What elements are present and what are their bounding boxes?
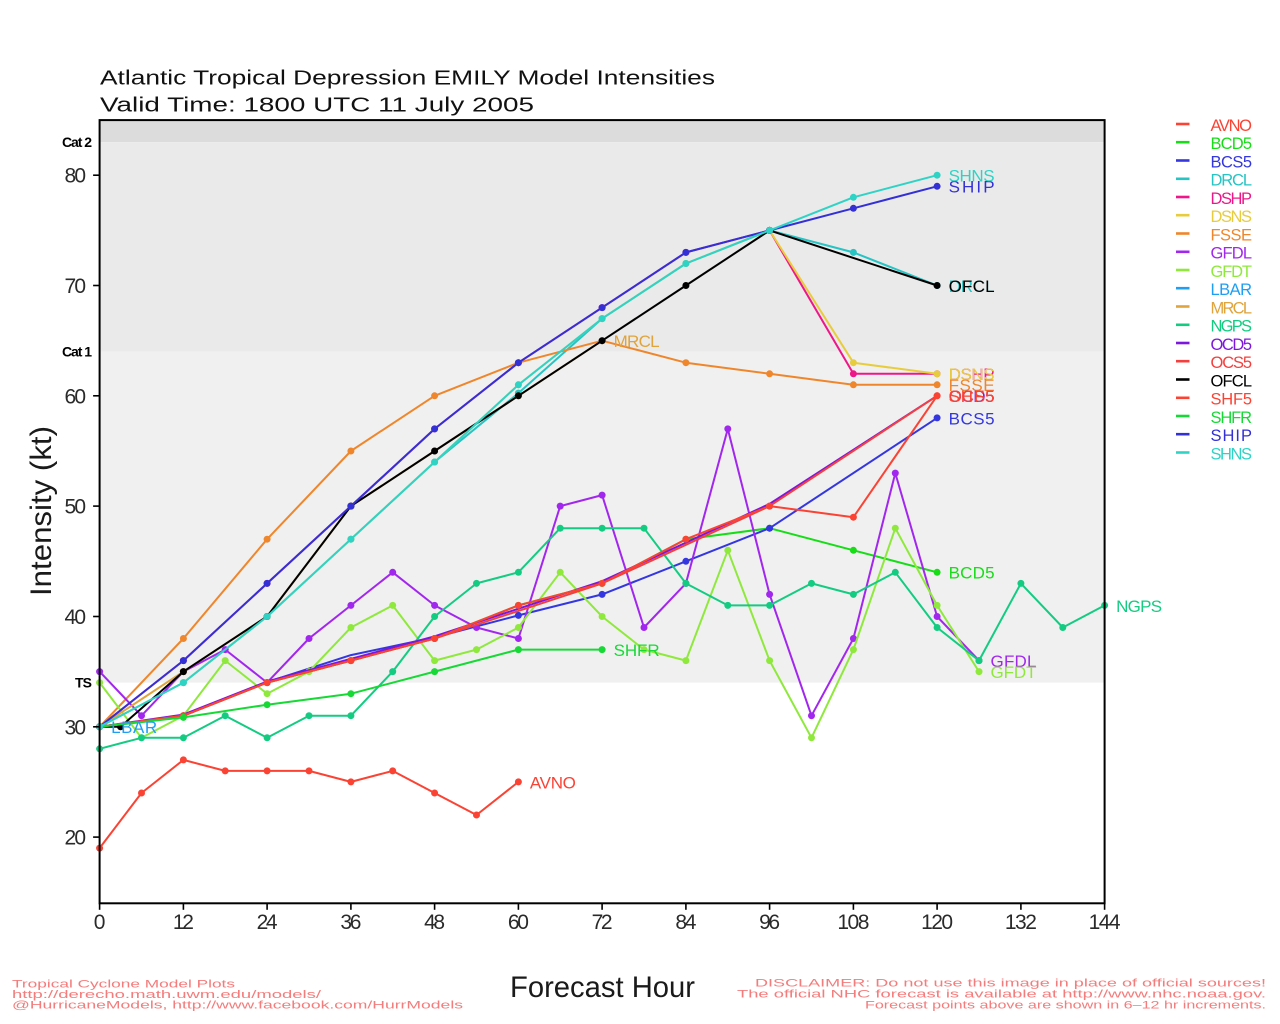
svg-text:60: 60 bbox=[65, 385, 87, 408]
svg-text:OFCL: OFCL bbox=[1211, 372, 1253, 390]
svg-text:84: 84 bbox=[675, 911, 696, 934]
svg-text:120: 120 bbox=[921, 911, 953, 934]
svg-text:SHF5: SHF5 bbox=[1211, 391, 1253, 409]
svg-text:BCS5: BCS5 bbox=[1211, 153, 1253, 171]
svg-text:Atlantic Tropical Depression E: Atlantic Tropical Depression EMILY Model… bbox=[100, 68, 715, 90]
svg-text:SHNS: SHNS bbox=[1211, 445, 1253, 463]
svg-text:LBAR: LBAR bbox=[1211, 281, 1253, 299]
svg-text:BCD5: BCD5 bbox=[949, 564, 995, 583]
svg-text:@HurricaneModels, http://www.f: @HurricaneModels, http://www.facebook.co… bbox=[12, 1000, 464, 1012]
svg-text:30: 30 bbox=[65, 716, 87, 739]
svg-text:96: 96 bbox=[759, 911, 780, 934]
svg-text:NGPS: NGPS bbox=[1116, 597, 1162, 616]
svg-text:GFDL: GFDL bbox=[991, 652, 1037, 671]
svg-text:SHFR: SHFR bbox=[614, 641, 660, 660]
svg-text:Forecast points above are show: Forecast points above are shown in 6–12 … bbox=[865, 1000, 1266, 1012]
svg-text:Cat 2: Cat 2 bbox=[62, 134, 92, 150]
svg-text:70: 70 bbox=[65, 275, 87, 298]
svg-text:GFDT: GFDT bbox=[991, 663, 1037, 682]
svg-text:Tropical Cyclone Model Plots: Tropical Cyclone Model Plots bbox=[12, 979, 236, 991]
svg-text:OCD5: OCD5 bbox=[1211, 336, 1253, 354]
svg-text:Cat 1: Cat 1 bbox=[62, 344, 92, 360]
svg-text:48: 48 bbox=[424, 911, 445, 934]
svg-text:DRCL: DRCL bbox=[1211, 172, 1253, 190]
svg-text:72: 72 bbox=[592, 911, 613, 934]
svg-text:36: 36 bbox=[340, 911, 361, 934]
svg-text:20: 20 bbox=[65, 827, 87, 850]
svg-text:OCD5: OCD5 bbox=[949, 387, 995, 406]
svg-text:DRCL: DRCL bbox=[949, 277, 995, 296]
svg-text:SHF5: SHF5 bbox=[949, 387, 995, 406]
svg-text:OFCL: OFCL bbox=[949, 277, 995, 296]
svg-text:132: 132 bbox=[1005, 911, 1037, 934]
svg-text:http://derecho.math.uwm.edu/mo: http://derecho.math.uwm.edu/models/ bbox=[12, 989, 323, 1001]
svg-text:SHNS: SHNS bbox=[949, 167, 995, 186]
svg-text:DSNS: DSNS bbox=[1211, 208, 1253, 226]
svg-text:144: 144 bbox=[1089, 911, 1121, 934]
svg-text:BCD5: BCD5 bbox=[1211, 135, 1253, 153]
svg-text:24: 24 bbox=[257, 911, 278, 934]
svg-text:12: 12 bbox=[173, 911, 194, 934]
svg-text:DSNS: DSNS bbox=[949, 365, 995, 384]
svg-text:AVNO: AVNO bbox=[530, 773, 576, 792]
svg-text:OCS5: OCS5 bbox=[1211, 354, 1253, 372]
svg-text:DSHP: DSHP bbox=[949, 365, 995, 384]
svg-text:0: 0 bbox=[94, 911, 106, 934]
svg-text:MRCL: MRCL bbox=[614, 332, 660, 351]
svg-text:Forecast Hour: Forecast Hour bbox=[510, 971, 695, 1004]
svg-text:OCS5: OCS5 bbox=[949, 387, 995, 406]
svg-text:Valid Time: 1800 UTC 11 July 2: Valid Time: 1800 UTC 11 July 2005 bbox=[100, 95, 534, 117]
svg-text:DISCLAIMER: Do not use this im: DISCLAIMER: Do not use this image in pla… bbox=[755, 978, 1266, 990]
svg-text:50: 50 bbox=[65, 496, 87, 519]
svg-text:GFDL: GFDL bbox=[1211, 245, 1253, 263]
svg-text:NGPS: NGPS bbox=[1211, 318, 1253, 336]
svg-text:BCS5: BCS5 bbox=[949, 409, 995, 428]
svg-text:DSHP: DSHP bbox=[1211, 190, 1253, 208]
svg-text:GFDT: GFDT bbox=[1211, 263, 1253, 281]
svg-text:108: 108 bbox=[837, 911, 869, 934]
svg-text:LBAR: LBAR bbox=[111, 718, 157, 737]
svg-text:60: 60 bbox=[508, 911, 529, 934]
svg-text:FSSE: FSSE bbox=[949, 376, 995, 395]
svg-text:TS: TS bbox=[75, 674, 92, 690]
svg-text:AVNO: AVNO bbox=[1211, 117, 1253, 135]
svg-text:SHFR: SHFR bbox=[1211, 409, 1253, 427]
svg-text:SHIP: SHIP bbox=[1211, 427, 1253, 445]
svg-text:The official NHC forecast is a: The official NHC forecast is available a… bbox=[737, 989, 1266, 1001]
svg-text:Intensity (kt): Intensity (kt) bbox=[25, 426, 58, 596]
svg-text:FSSE: FSSE bbox=[1211, 226, 1253, 244]
svg-text:40: 40 bbox=[65, 606, 87, 629]
svg-text:MRCL: MRCL bbox=[1211, 299, 1253, 317]
svg-text:80: 80 bbox=[65, 165, 87, 188]
